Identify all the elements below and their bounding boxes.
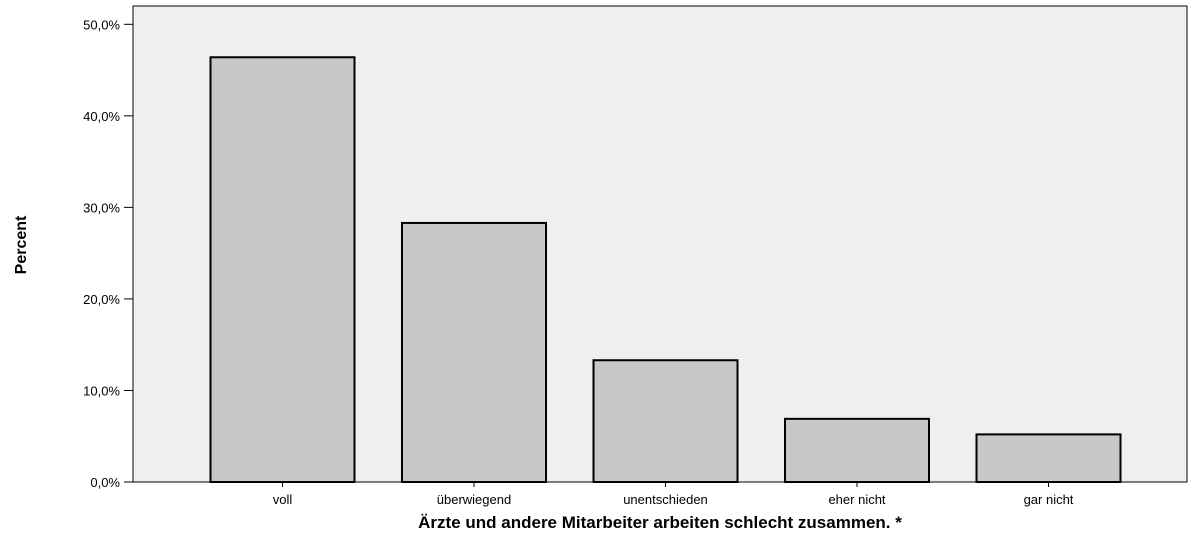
y-tick-label: 10,0% bbox=[83, 383, 120, 398]
x-tick-label: unentschieden bbox=[623, 492, 708, 507]
x-axis-label: Ärzte und andere Mitarbeiter arbeiten sc… bbox=[418, 513, 902, 532]
x-tick-label: überwiegend bbox=[437, 492, 511, 507]
y-tick-label: 20,0% bbox=[83, 292, 120, 307]
bar-3 bbox=[784, 417, 930, 484]
y-tick-label: 30,0% bbox=[83, 200, 120, 215]
x-tick-label: eher nicht bbox=[828, 492, 885, 507]
y-tick-label: 50,0% bbox=[83, 17, 120, 32]
y-tick-label: 40,0% bbox=[83, 109, 120, 124]
bar-1 bbox=[401, 221, 547, 483]
bar-4 bbox=[975, 433, 1122, 483]
y-tick-label: 0,0% bbox=[90, 475, 120, 490]
x-tick-label: voll bbox=[273, 492, 293, 507]
y-axis: 0,0% 10,0% 20,0% 30,0% 40,0% 50,0% bbox=[83, 17, 133, 490]
y-axis-label: Percent bbox=[13, 215, 30, 274]
bar-2 bbox=[592, 359, 739, 483]
bar-0 bbox=[209, 56, 356, 484]
bars bbox=[209, 56, 1122, 484]
x-tick-label: gar nicht bbox=[1024, 492, 1074, 507]
x-axis: voll überwiegend unentschieden eher nicht ga… bbox=[273, 482, 1074, 507]
